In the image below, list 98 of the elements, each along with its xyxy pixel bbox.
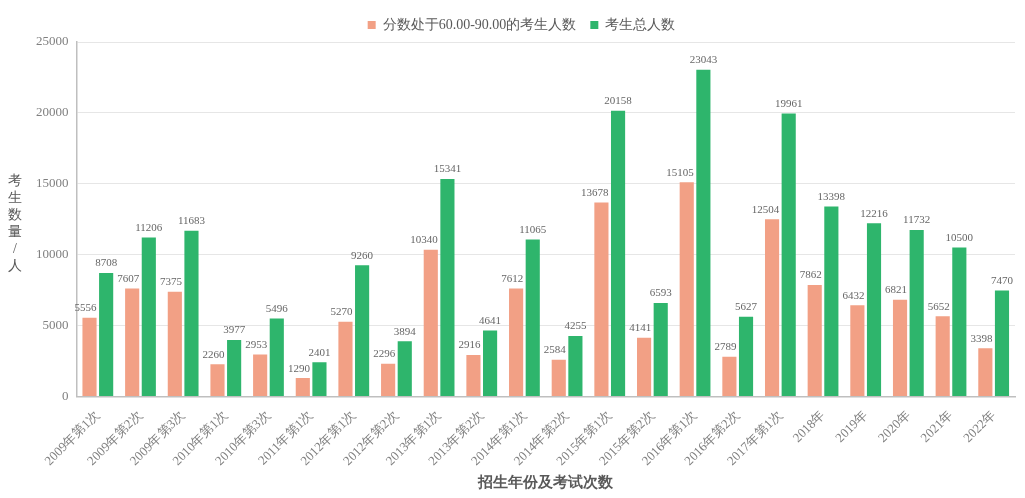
bar [568, 336, 583, 396]
data-label: 10340 [410, 233, 439, 246]
y-axis-title: 考生数量/人 [7, 172, 23, 274]
bar [653, 302, 668, 396]
data-label: 20158 [604, 94, 633, 107]
bar [978, 348, 993, 396]
data-label: 7470 [990, 273, 1014, 286]
bar [184, 230, 199, 396]
data-label: 8708 [95, 256, 118, 269]
data-label: 7375 [159, 275, 183, 288]
bar [594, 202, 609, 396]
data-label: 6432 [842, 288, 865, 301]
bar [551, 359, 566, 396]
bar [440, 178, 455, 396]
bar [738, 316, 754, 396]
bar [269, 318, 284, 396]
bar [99, 272, 114, 396]
bar [338, 321, 353, 396]
data-label: 2296 [373, 347, 396, 360]
bar [355, 265, 370, 396]
data-label: 1290 [287, 361, 311, 374]
legend-label: 分数处于60.00-90.00的考生人数 [382, 16, 577, 32]
data-label: 19961 [774, 96, 803, 109]
bar [909, 230, 924, 396]
data-label: 5652 [927, 299, 950, 312]
bar [227, 340, 242, 396]
bar [610, 110, 626, 396]
bar [82, 317, 97, 396]
data-label: 9260 [351, 248, 374, 261]
bar [994, 290, 1010, 396]
data-label: 3977 [223, 323, 246, 336]
data-label: 2260 [202, 347, 226, 360]
y-tick-label: 0 [62, 387, 69, 403]
bar [952, 247, 967, 396]
bar [807, 284, 822, 396]
y-tick-label: 15000 [36, 175, 69, 191]
data-label: 13678 [580, 185, 609, 198]
data-label: 2584 [543, 343, 567, 356]
data-label: 5556 [74, 301, 98, 314]
data-label: 6821 [885, 283, 908, 296]
data-label: 3398 [970, 331, 993, 344]
bar [696, 69, 711, 396]
bar [483, 330, 498, 396]
bar [167, 291, 182, 396]
bar [210, 364, 225, 396]
data-label: 7862 [799, 268, 822, 281]
data-label: 2789 [714, 340, 737, 353]
data-label: 11683 [177, 214, 206, 227]
bar [722, 356, 737, 396]
x-axis-title: 招生年份及考试次数 [477, 473, 615, 490]
bar [509, 288, 524, 396]
data-label: 13398 [817, 189, 846, 202]
bar [679, 182, 694, 396]
data-label: 12216 [860, 206, 889, 219]
bar [381, 363, 396, 396]
bar [525, 239, 540, 396]
data-label: 2401 [308, 345, 331, 358]
data-label: 3894 [393, 324, 417, 337]
y-tick-label: 20000 [36, 104, 69, 120]
data-label: 4141 [629, 321, 652, 334]
bar [466, 355, 481, 396]
data-label: 5627 [735, 300, 758, 313]
data-label: 2953 [245, 337, 268, 350]
bar [253, 354, 268, 396]
y-tick-label: 25000 [36, 33, 69, 49]
data-label: 11206 [135, 220, 163, 233]
data-label: 10500 [945, 230, 974, 243]
bar [423, 249, 438, 396]
bar [295, 378, 310, 396]
data-label: 15341 [433, 162, 462, 175]
bar [141, 237, 156, 396]
y-tick-label: 10000 [36, 246, 69, 262]
data-label: 6593 [649, 286, 673, 299]
bar [312, 362, 327, 396]
bar [764, 219, 780, 396]
bar [935, 316, 950, 396]
bar [850, 305, 865, 396]
y-tick-label: 5000 [42, 316, 69, 332]
data-label: 11732 [903, 213, 931, 226]
bar [125, 288, 140, 396]
data-label: 2916 [458, 338, 482, 351]
bar [892, 299, 908, 396]
data-label: 5496 [265, 301, 289, 314]
data-label: 15105 [666, 165, 695, 178]
bar [397, 341, 412, 396]
bar [637, 337, 652, 396]
data-label: 23043 [689, 53, 718, 66]
bar [866, 223, 882, 396]
data-label: 12504 [751, 202, 780, 215]
data-label: 5270 [330, 305, 354, 318]
data-label: 4641 [479, 314, 502, 327]
data-label: 7612 [501, 271, 524, 284]
data-label: 11065 [519, 222, 547, 235]
legend-label: 考生总人数 [605, 16, 676, 32]
data-label: 7607 [117, 271, 140, 284]
data-label: 4255 [564, 319, 587, 332]
bar [781, 113, 796, 396]
bar [824, 206, 839, 396]
